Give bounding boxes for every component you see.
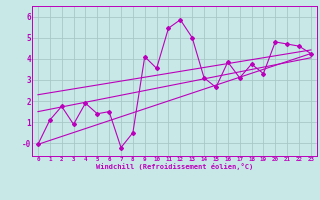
X-axis label: Windchill (Refroidissement éolien,°C): Windchill (Refroidissement éolien,°C) [96, 163, 253, 170]
